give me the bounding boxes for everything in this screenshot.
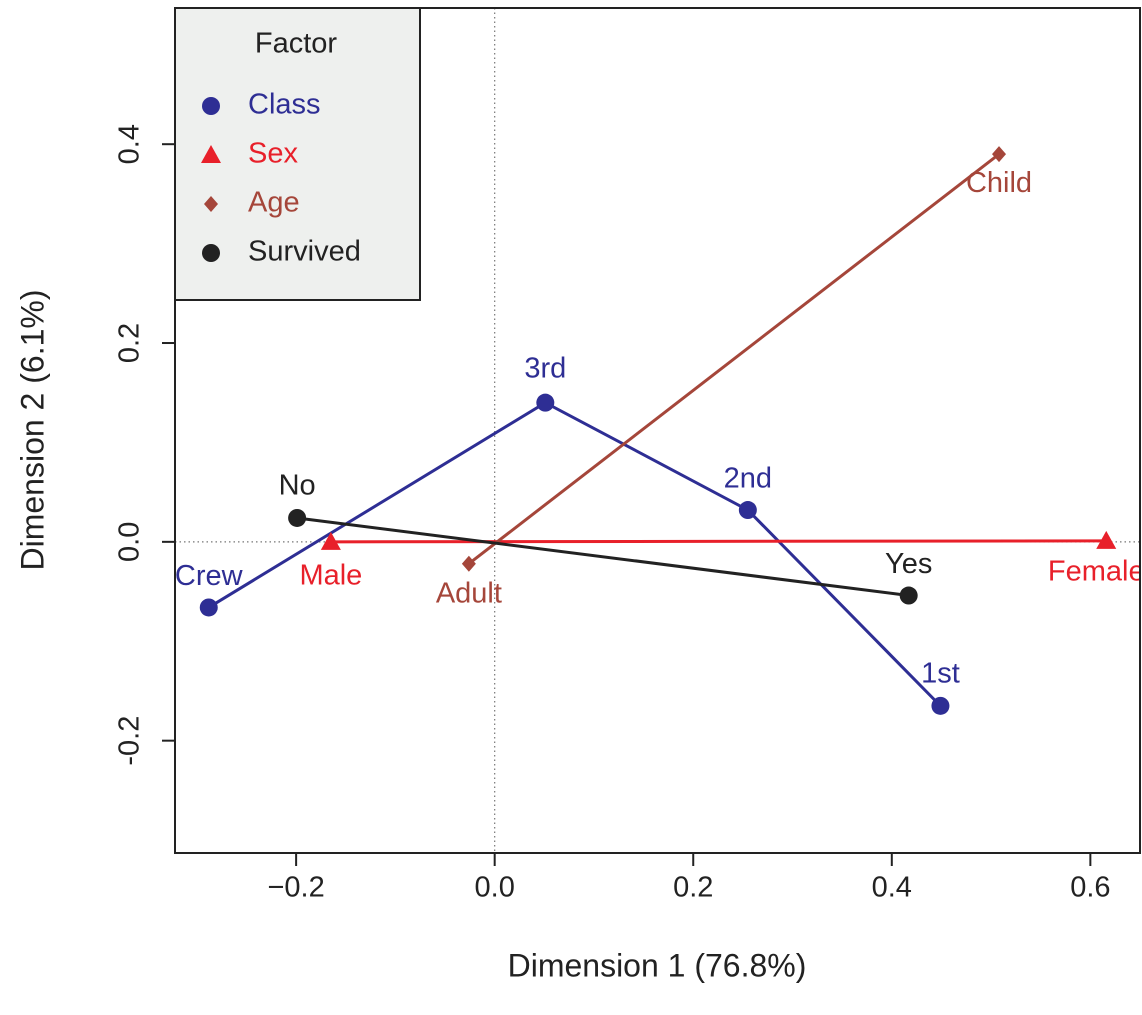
marker <box>320 531 341 550</box>
marker <box>461 555 476 572</box>
series-line <box>330 539 1107 544</box>
legend-marker <box>204 196 218 212</box>
legend-label: Sex <box>248 138 298 170</box>
y-tick-label: -0.2 <box>114 716 146 766</box>
point-label: Crew <box>175 560 244 592</box>
marker <box>992 146 1007 163</box>
legend-label: Class <box>248 89 321 121</box>
point-label: Adult <box>436 577 502 609</box>
marker <box>536 393 555 412</box>
x-tick-label: 0.4 <box>872 872 912 904</box>
legend-title: Factor <box>255 28 338 60</box>
series-line <box>296 516 909 598</box>
x-tick-label: −0.2 <box>267 872 324 904</box>
series-line <box>207 400 942 707</box>
x-tick-label: 0.6 <box>1070 872 1110 904</box>
point-label: No <box>279 470 316 502</box>
y-tick-label: 0.4 <box>114 124 146 164</box>
legend-label: Age <box>248 187 300 219</box>
legend-marker <box>202 244 220 262</box>
point-label: Yes <box>885 548 932 580</box>
x-tick-label: 0.0 <box>475 872 515 904</box>
plot-area: Crew 3rd 2nd 1st Male Female Adult Child No Yes <box>175 8 1142 853</box>
y-tick-label: 0.0 <box>114 522 146 562</box>
marker <box>199 598 218 617</box>
marker <box>899 586 918 605</box>
point-label: Female <box>1048 556 1142 588</box>
point-label: 3rd <box>524 352 566 384</box>
marker <box>1096 530 1117 549</box>
marker <box>931 696 950 715</box>
marker <box>738 501 757 520</box>
point-label: 1st <box>921 658 960 690</box>
point-label: Child <box>966 167 1032 199</box>
plot-frame <box>174 7 1141 854</box>
point-label: Male <box>299 559 362 591</box>
legend-label: Survived <box>248 236 361 268</box>
x-axis-label: Dimension 1 (76.8%) <box>508 947 807 983</box>
legend-marker <box>202 97 220 115</box>
y-tick-label: 0.2 <box>114 323 146 363</box>
y-axis-label: Dimension 2 (6.1%) <box>14 290 50 571</box>
point-label: 2nd <box>724 463 772 495</box>
series-line <box>467 152 1000 565</box>
legend-marker <box>201 145 221 163</box>
marker <box>288 508 307 527</box>
x-tick-label: 0.2 <box>673 872 713 904</box>
